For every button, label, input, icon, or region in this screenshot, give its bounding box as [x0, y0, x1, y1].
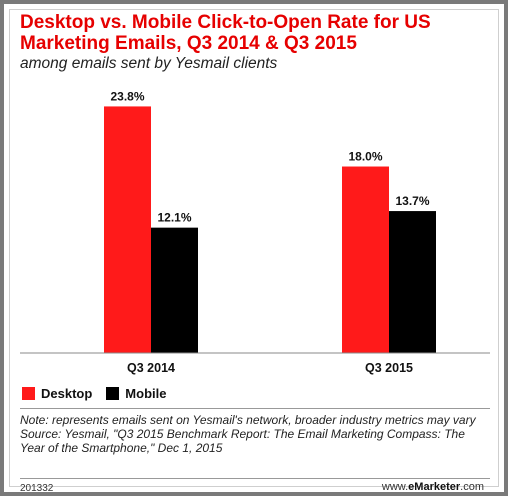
legend-swatch-desktop	[22, 387, 35, 400]
chart-notes: Note: represents emails sent on Yesmail'…	[20, 413, 490, 455]
legend-label-mobile: Mobile	[125, 386, 167, 401]
chart-title: Desktop vs. Mobile Click-to-Open Rate fo…	[20, 12, 431, 54]
chart-panel: Desktop vs. Mobile Click-to-Open Rate fo…	[9, 9, 499, 494]
legend-item-mobile: Mobile	[106, 386, 166, 401]
bar-desktop-q3-2014	[104, 106, 151, 353]
legend-swatch-mobile	[106, 387, 120, 400]
plot-area: 23.8% 12.1% Q3 2014 18.0% 13.7% Q3 2015	[20, 89, 490, 375]
category-label-q3-2015: Q3 2015	[365, 361, 413, 375]
bar-chart: 23.8% 12.1% Q3 2014 18.0% 13.7% Q3 2015	[20, 89, 490, 375]
data-label-mobile-q3-2014: 12.1%	[157, 211, 191, 225]
bar-desktop-q3-2015	[342, 166, 389, 353]
legend-label-desktop: Desktop	[41, 386, 93, 401]
legend-item-desktop: Desktop	[22, 386, 92, 401]
brand-name: eMarketer	[408, 481, 461, 493]
brand-prefix: www.	[381, 481, 409, 493]
bar-mobile-q3-2014	[151, 227, 198, 353]
legend-divider	[20, 408, 490, 409]
chart-subtitle: among emails sent by Yesmail clients	[20, 55, 278, 72]
bar-mobile-q3-2015	[389, 211, 436, 353]
brand-url: www.eMarketer.com	[382, 481, 484, 493]
chart-id: 201332	[20, 483, 54, 494]
brand-suffix: .com	[460, 481, 484, 493]
data-label-desktop-q3-2014: 23.8%	[110, 89, 144, 103]
footer-divider	[20, 478, 490, 479]
legend: Desktop Mobile	[22, 386, 180, 401]
source-text: Source: Yesmail, "Q3 2015 Benchmark Repo…	[20, 427, 465, 455]
data-label-mobile-q3-2015: 13.7%	[395, 194, 429, 208]
note-text: Note: represents emails sent on Yesmail'…	[20, 413, 476, 427]
data-label-desktop-q3-2015: 18.0%	[348, 150, 382, 164]
category-label-q3-2014: Q3 2014	[127, 361, 175, 375]
